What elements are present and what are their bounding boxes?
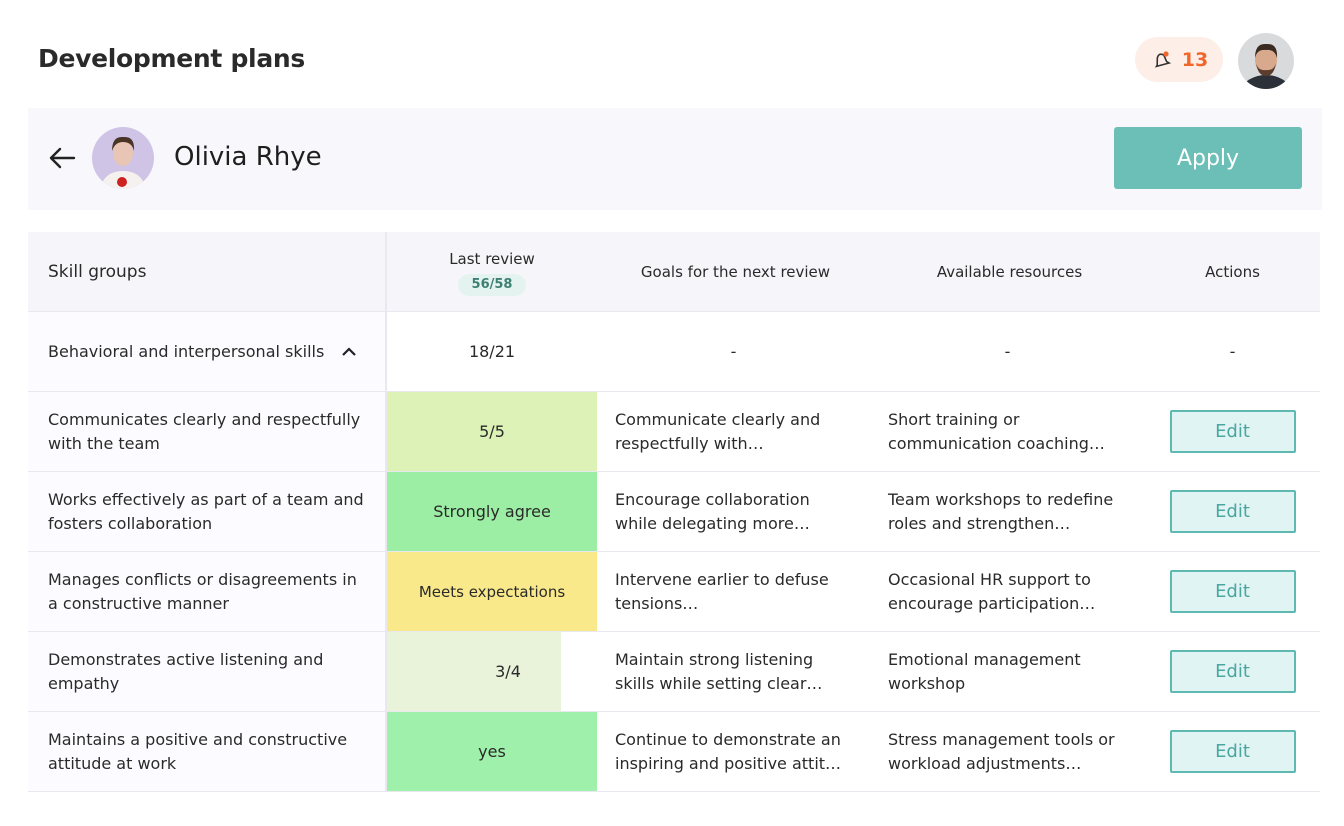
actions-cell: Edit: [1145, 552, 1320, 631]
skill-name: Works effectively as part of a team and …: [28, 472, 387, 551]
notification-count: 13: [1181, 48, 1209, 71]
goal-text: Continue to demonstrate an inspiring and…: [615, 729, 842, 773]
skill-name: Communicates clearly and respectfully wi…: [28, 392, 387, 471]
column-header: Actions: [1205, 262, 1260, 281]
column-header: Available resources: [936, 262, 1083, 281]
goal-text: Maintain strong listening skills while s…: [615, 649, 823, 693]
resource-text: Stress management tools or workload adju…: [888, 729, 1115, 773]
group-resources: -: [1004, 341, 1011, 361]
skill-row: Manages conflicts or disagreements in a …: [28, 552, 1320, 632]
review-value: Meets expectations: [418, 582, 566, 601]
review-value: 3/4: [495, 661, 521, 681]
review-cell: Meets expectations: [387, 552, 597, 631]
review-cell: 5/5: [387, 392, 597, 471]
group-score: 18/21: [468, 341, 516, 361]
person-avatar: [92, 127, 154, 189]
goal-text: Intervene earlier to defuse tensions…: [615, 569, 829, 613]
edit-button[interactable]: Edit: [1169, 410, 1296, 453]
total-score: 56/58: [457, 274, 527, 296]
goal-text: Encourage collaboration while delegating…: [615, 489, 810, 533]
edit-button[interactable]: Edit: [1169, 650, 1296, 693]
actions-cell: Edit: [1145, 712, 1320, 791]
review-cell: yes: [387, 712, 597, 791]
review-value: yes: [478, 741, 506, 761]
skill-row: Demonstrates active listening and empath…: [28, 632, 1320, 712]
skill-row: Maintains a positive and constructive at…: [28, 712, 1320, 792]
page-title: Development plans: [38, 44, 305, 73]
column-header: Skill groups: [28, 232, 387, 311]
column-header: Last review 56/58: [387, 232, 597, 311]
collapse-icon[interactable]: [341, 346, 357, 357]
edit-button[interactable]: Edit: [1169, 730, 1296, 773]
resource-text: Team workshops to redefine roles and str…: [888, 489, 1114, 533]
review-cell: Strongly agree: [387, 472, 597, 551]
table-header: Skill groups Last review 56/58 Goals for…: [28, 232, 1320, 312]
notifications[interactable]: 13: [1135, 37, 1223, 82]
column-title: Last review: [449, 250, 535, 268]
skill-name: Manages conflicts or disagreements in a …: [28, 552, 387, 631]
back-arrow[interactable]: [48, 145, 76, 171]
bell-icon: [1154, 50, 1171, 68]
review-cell: 3/4: [387, 632, 597, 711]
group-actions: -: [1229, 341, 1236, 361]
user-avatar[interactable]: [1238, 33, 1294, 89]
person-bar: [28, 108, 1322, 210]
group-name: Behavioral and interpersonal skills: [48, 341, 325, 361]
review-value: 5/5: [479, 421, 505, 441]
resource-text: Short training or communication coaching…: [888, 409, 1105, 453]
actions-cell: Edit: [1145, 632, 1320, 711]
actions-cell: Edit: [1145, 472, 1320, 551]
skill-row: Works effectively as part of a team and …: [28, 472, 1320, 552]
edit-button[interactable]: Edit: [1169, 570, 1296, 613]
group-cell: Behavioral and interpersonal skills: [28, 312, 387, 391]
group-goals: -: [730, 341, 737, 361]
edit-button[interactable]: Edit: [1169, 490, 1296, 533]
person-name: Olivia Rhye: [174, 142, 322, 172]
resource-text: Occasional HR support to encourage parti…: [888, 569, 1096, 613]
group-row[interactable]: Behavioral and interpersonal skills 18/2…: [28, 312, 1320, 392]
skill-name: Maintains a positive and constructive at…: [28, 712, 387, 791]
skill-name: Demonstrates active listening and empath…: [28, 632, 387, 711]
skill-row: Communicates clearly and respectfully wi…: [28, 392, 1320, 472]
resource-text: Emotional management workshop: [888, 649, 1081, 693]
apply-button[interactable]: Apply: [1114, 127, 1302, 189]
goal-text: Communicate clearly and respectfully wit…: [615, 409, 821, 453]
review-value: Strongly agree: [433, 501, 551, 521]
skills-table: Skill groups Last review 56/58 Goals for…: [28, 232, 1320, 792]
actions-cell: Edit: [1145, 392, 1320, 471]
column-header: Goals for the next review: [640, 262, 831, 281]
